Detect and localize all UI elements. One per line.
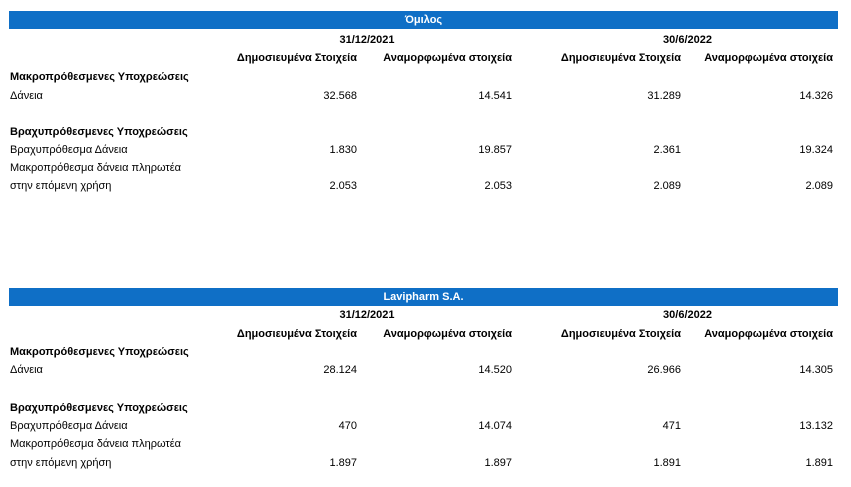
row-label: στην επόμενη χρήση bbox=[10, 457, 112, 469]
cell-value: 28.124 bbox=[323, 364, 357, 376]
column-header: Αναμορφωμένα στοιχεία bbox=[383, 328, 512, 340]
period-header: 30/6/2022 bbox=[663, 34, 712, 46]
row-label: Δάνεια bbox=[10, 90, 43, 102]
table-title-banner: Όμιλος bbox=[9, 11, 838, 29]
column-header: Δημοσιευμένα Στοιχεία bbox=[236, 328, 357, 340]
section-heading: Μακροπρόθεσμενες Υποχρεώσεις bbox=[10, 71, 189, 83]
cell-value: 14.326 bbox=[799, 90, 833, 102]
cell-value: 2.361 bbox=[653, 144, 681, 156]
cell-value: 2.053 bbox=[329, 180, 357, 192]
cell-value: 1.897 bbox=[329, 457, 357, 469]
cell-value: 14.541 bbox=[478, 90, 512, 102]
row-label: στην επόμενη χρήση bbox=[10, 180, 112, 192]
section-heading: Μακροπρόθεσμενες Υποχρεώσεις bbox=[10, 346, 189, 358]
cell-value: 19.857 bbox=[478, 144, 512, 156]
cell-value: 1.830 bbox=[329, 144, 357, 156]
cell-value: 13.132 bbox=[799, 420, 833, 432]
table-title-banner: Lavipharm S.A. bbox=[9, 288, 838, 306]
cell-value: 14.074 bbox=[478, 420, 512, 432]
row-label: Βραχυπρόθεσμα Δάνεια bbox=[10, 420, 128, 432]
column-header: Δημοσιευμένα Στοιχεία bbox=[560, 52, 681, 64]
row-label: Βραχυπρόθεσμα Δάνεια bbox=[10, 144, 128, 156]
cell-value: 1.897 bbox=[484, 457, 512, 469]
cell-value: 2.089 bbox=[805, 180, 833, 192]
column-header: Δημοσιευμένα Στοιχεία bbox=[236, 52, 357, 64]
row-label: Δάνεια bbox=[10, 364, 43, 376]
column-header: Αναμορφωμένα στοιχεία bbox=[704, 328, 833, 340]
cell-value: 470 bbox=[338, 420, 357, 432]
row-label: Μακροπρόθεσμα δάνεια πληρωτέα bbox=[10, 438, 182, 450]
column-header: Δημοσιευμένα Στοιχεία bbox=[560, 328, 681, 340]
column-header: Αναμορφωμένα στοιχεία bbox=[383, 52, 512, 64]
cell-value: 32.568 bbox=[323, 90, 357, 102]
cell-value: 19.324 bbox=[799, 144, 833, 156]
column-header: Αναμορφωμένα στοιχεία bbox=[704, 52, 833, 64]
cell-value: 1.891 bbox=[805, 457, 833, 469]
period-header: 31/12/2021 bbox=[339, 34, 395, 46]
cell-value: 2.089 bbox=[653, 180, 681, 192]
cell-value: 14.520 bbox=[478, 364, 512, 376]
cell-value: 14.305 bbox=[799, 364, 833, 376]
cell-value: 471 bbox=[662, 420, 681, 432]
cell-value: 1.891 bbox=[653, 457, 681, 469]
period-header: 31/12/2021 bbox=[339, 309, 395, 321]
section-heading: Βραχυπρόθεσμενες Υποχρεώσεις bbox=[10, 126, 188, 138]
cell-value: 26.966 bbox=[647, 364, 681, 376]
cell-value: 31.289 bbox=[647, 90, 681, 102]
period-header: 30/6/2022 bbox=[663, 309, 712, 321]
row-label: Μακροπρόθεσμα δάνεια πληρωτέα bbox=[10, 162, 182, 174]
cell-value: 2.053 bbox=[484, 180, 512, 192]
section-heading: Βραχυπρόθεσμενες Υποχρεώσεις bbox=[10, 402, 188, 414]
